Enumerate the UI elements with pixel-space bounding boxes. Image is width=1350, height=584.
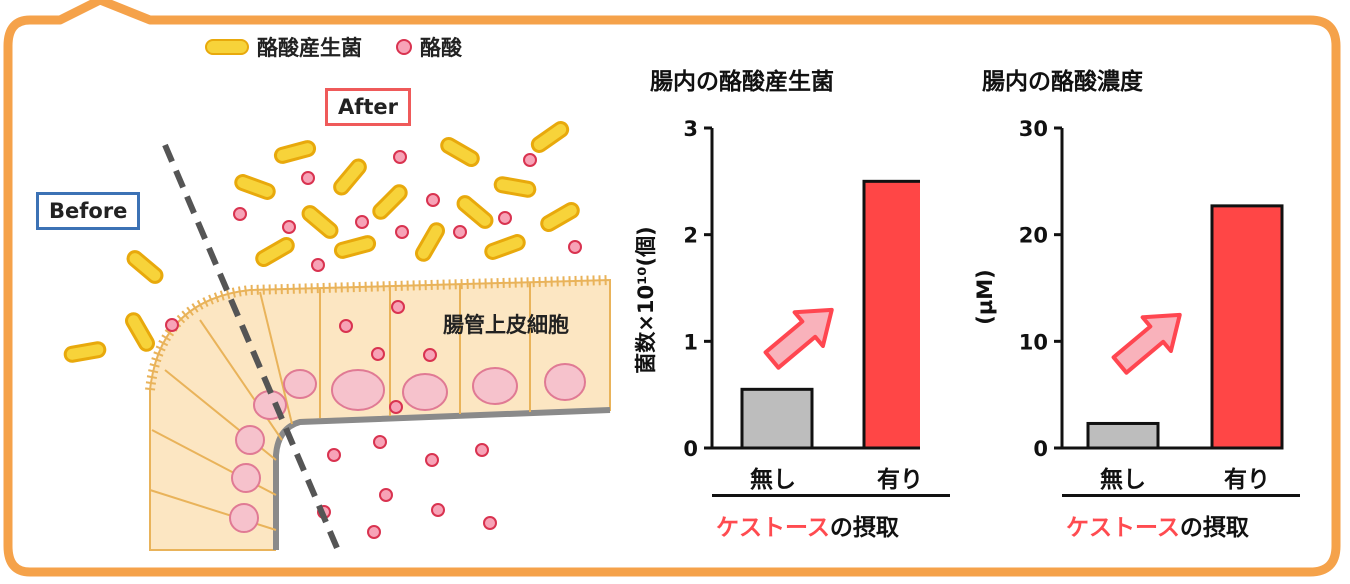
butyrate-legend-icon xyxy=(396,39,412,55)
y-tick-label: 0 xyxy=(683,437,698,460)
chart1-plot: 0 1 2 3 xyxy=(683,117,920,460)
chart1-title: 腸内の酪酸産生菌 xyxy=(650,69,834,95)
chart1-xlabel-suffix: の摂取 xyxy=(829,515,899,541)
y-tick-label: 3 xyxy=(683,117,698,141)
chart2-ylabel: (µM) xyxy=(973,269,997,325)
chart1-intake-line xyxy=(712,494,950,497)
chart1-xlabel-highlight: ケストース xyxy=(716,515,830,541)
chart2-xlabel-suffix: の摂取 xyxy=(1179,515,1249,541)
butyrate-dots xyxy=(165,150,582,539)
before-after-divider xyxy=(162,143,343,557)
illustration-legend: 酪酸産生菌 酪酸 xyxy=(205,32,462,62)
chart2-title: 腸内の酪酸濃度 xyxy=(982,69,1143,95)
butyrate-bacteria xyxy=(63,121,580,363)
gut-illustration xyxy=(63,121,611,557)
bacteria-legend-icon xyxy=(205,39,249,55)
chart2-intake-line xyxy=(1062,494,1300,497)
bar-無し xyxy=(740,387,814,450)
increase-arrow-icon xyxy=(763,307,834,370)
chart1-xlabel: ケストースの摂取 xyxy=(716,508,899,542)
y-tick-label: 20 xyxy=(1019,224,1048,248)
chart2-xlabel: ケストースの摂取 xyxy=(1066,508,1249,542)
increase-arrow-icon xyxy=(1111,312,1182,375)
y-tick-label: 30 xyxy=(1019,117,1048,141)
chart1-ylabel: 菌数×10¹⁰(個) xyxy=(634,226,658,374)
epithelium-label: 腸管上皮細胞 xyxy=(443,313,569,337)
epithelium xyxy=(145,275,611,551)
before-tag: Before xyxy=(36,192,141,230)
butyrate-legend-label: 酪酸 xyxy=(420,36,462,60)
bacteria-legend-label: 酪酸産生菌 xyxy=(257,36,362,60)
chart2-xlabel-highlight: ケストース xyxy=(1066,515,1180,541)
chart1-category-none: 無し xyxy=(750,467,796,493)
bar-有り xyxy=(862,179,920,450)
y-tick-label: 1 xyxy=(683,330,698,354)
chart2-category-none: 無し xyxy=(1100,467,1146,493)
chart1-category-yes: 有り xyxy=(877,467,923,493)
y-tick-label: 2 xyxy=(683,224,698,248)
bar-有り xyxy=(1210,204,1284,450)
bar-無し xyxy=(1086,421,1160,450)
chart2-plot: 0 10 20 30 xyxy=(1019,117,1284,460)
y-tick-label: 0 xyxy=(1033,437,1048,460)
after-tag: After xyxy=(325,88,412,126)
y-tick-label: 10 xyxy=(1019,330,1048,354)
chart2-category-yes: 有り xyxy=(1224,467,1270,493)
